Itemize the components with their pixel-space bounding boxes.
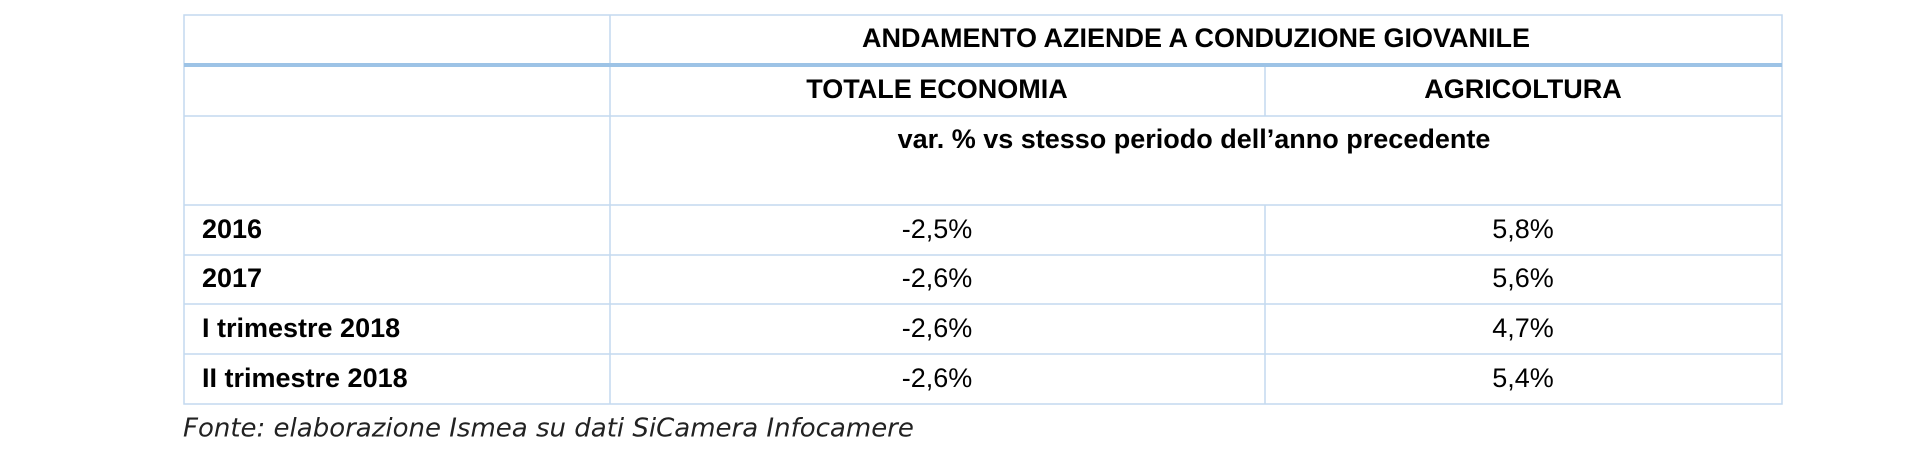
cell-value: 4,7% xyxy=(1492,313,1554,343)
row-label: 2016 xyxy=(202,214,262,244)
cell-value: -2,5% xyxy=(902,214,973,244)
row-label: II trimestre 2018 xyxy=(202,363,408,393)
cell-value: 5,8% xyxy=(1492,214,1554,244)
cell-value: -2,6% xyxy=(902,363,973,393)
cell-value: -2,6% xyxy=(902,263,973,293)
column-header: TOTALE ECONOMIA xyxy=(806,74,1068,104)
row-label: I trimestre 2018 xyxy=(202,313,400,343)
row-label: 2017 xyxy=(202,263,262,293)
cell-value: 5,4% xyxy=(1492,363,1554,393)
cell-value: 5,6% xyxy=(1492,263,1554,293)
cell-value: -2,6% xyxy=(902,313,973,343)
unit-label: var. % vs stesso periodo dell’anno prece… xyxy=(898,124,1491,154)
table-title: ANDAMENTO AZIENDE A CONDUZIONE GIOVANILE xyxy=(862,23,1530,53)
table-border xyxy=(183,14,1783,405)
table-grid xyxy=(183,14,1783,405)
footnote: Fonte: elaborazione Ismea su dati SiCame… xyxy=(183,414,914,444)
column-header: AGRICOLTURA xyxy=(1424,74,1621,104)
